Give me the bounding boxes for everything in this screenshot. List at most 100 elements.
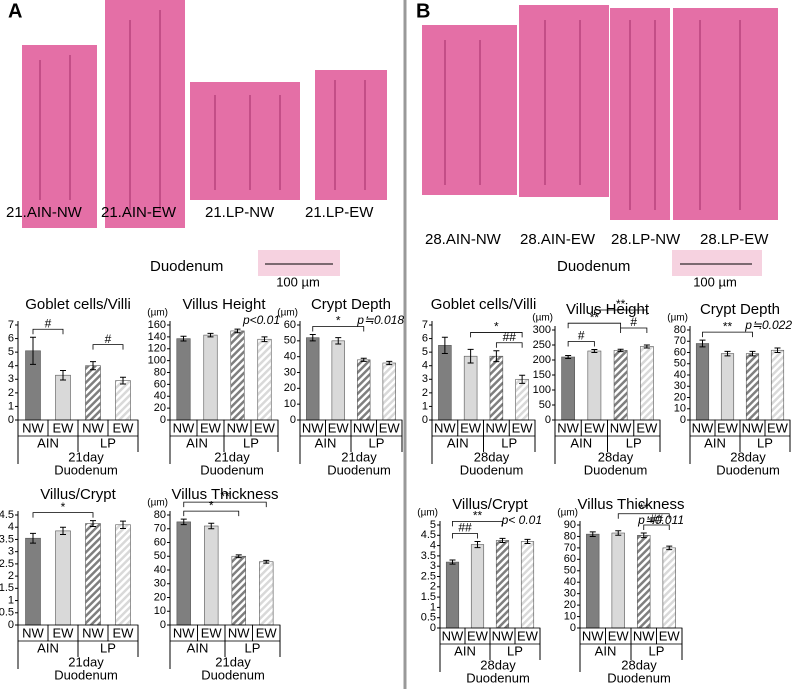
micrograph	[422, 25, 517, 195]
bar	[720, 353, 735, 421]
x-tick-label: EW	[53, 625, 75, 640]
section-label: Duodenum	[557, 258, 630, 275]
y-tick-label: 4	[8, 360, 14, 372]
y-tick-label: 0	[290, 414, 296, 426]
bar	[770, 349, 785, 421]
bar	[640, 346, 654, 421]
x-tick-label: EW	[608, 628, 630, 643]
y-tick-label: 40	[564, 576, 576, 588]
y-tick-label: 20	[284, 382, 296, 394]
x-tick-label: EW	[584, 420, 606, 435]
error-bar	[617, 348, 624, 353]
significance-mark: **	[639, 501, 649, 515]
micrograph	[519, 5, 609, 197]
group-label: LP	[757, 435, 773, 450]
bar	[520, 541, 535, 629]
x-tick-label: NW	[742, 420, 764, 435]
x-axis-label: 28day	[474, 449, 510, 464]
micrograph	[315, 70, 387, 200]
x-axis-label: 28day	[480, 657, 516, 672]
y-tick-label: 0.5	[0, 607, 14, 619]
note: p<0.01	[242, 313, 280, 327]
significance-mark: ##	[503, 330, 517, 344]
group-label: AIN	[704, 435, 726, 450]
y-tick-label: 50	[154, 550, 166, 562]
significance-mark: **	[473, 509, 483, 523]
error-bar	[120, 520, 126, 529]
image-label: 21.LP-NW	[205, 204, 275, 221]
significance-bracket	[92, 344, 124, 350]
image-label: 28.AIN-EW	[520, 231, 596, 248]
y-tick-label: 1.5	[0, 582, 14, 594]
significance-bracket	[32, 512, 94, 518]
y-tick-label: 40	[674, 369, 686, 381]
error-bar	[591, 349, 598, 353]
x-tick-label: NW	[633, 628, 655, 643]
y-tick-label: 30	[284, 366, 296, 378]
error-bar	[120, 376, 126, 385]
y-tick-label: 0	[160, 414, 166, 426]
error-bar	[774, 347, 781, 353]
y-tick-label: 70	[564, 542, 576, 554]
bar	[695, 343, 710, 421]
y-tick-label: 5	[422, 346, 428, 358]
bar	[515, 378, 529, 421]
y-tick-label: 1	[422, 400, 428, 412]
error-bar	[30, 532, 36, 544]
y-tick-label: 80	[564, 530, 576, 542]
x-axis-label: Duodenum	[200, 462, 264, 477]
y-tick-label: 40	[154, 390, 166, 402]
x-tick-label: EW	[512, 420, 534, 435]
y-tick-label: 0	[570, 622, 576, 634]
significance-mark: ##	[458, 521, 472, 535]
note: p≒0.018	[356, 313, 404, 327]
bar	[357, 359, 371, 421]
significance-bracket	[643, 524, 670, 531]
group-label: LP	[100, 435, 116, 450]
group-label: LP	[100, 640, 116, 655]
y-tick-label: 70	[154, 523, 166, 535]
bar	[85, 523, 101, 626]
significance-bracket	[32, 328, 64, 335]
x-tick-label: EW	[717, 420, 739, 435]
x-tick-label: NW	[557, 420, 579, 435]
error-bar	[180, 335, 187, 342]
y-tick-label: 20	[154, 402, 166, 414]
y-tick-label: 60	[284, 319, 296, 331]
image-label: 28.AIN-NW	[425, 231, 502, 248]
error-bar	[60, 369, 66, 381]
x-axis-label: Duodenum	[327, 462, 391, 477]
scale-bar-box	[672, 250, 762, 276]
y-tick-label: 300	[533, 324, 551, 336]
y-axis-label: (µm)	[532, 313, 553, 324]
y-axis-label: (µm)	[147, 308, 168, 319]
x-tick-label: EW	[460, 420, 482, 435]
x-tick-label: EW	[379, 420, 401, 435]
group-label: LP	[369, 435, 385, 450]
bar	[331, 340, 345, 421]
y-tick-label: 10	[284, 398, 296, 410]
bar	[55, 530, 71, 626]
x-tick-label: NW	[173, 625, 195, 640]
bar	[586, 533, 600, 629]
y-tick-label: 30	[154, 578, 166, 590]
bar	[587, 350, 602, 421]
bar	[306, 337, 320, 421]
x-tick-label: EW	[113, 420, 135, 435]
y-tick-label: 3	[422, 373, 428, 385]
error-bar	[309, 334, 316, 342]
group-label: AIN	[37, 640, 59, 655]
error-bar	[235, 554, 242, 559]
y-axis-label: (µm)	[277, 308, 298, 319]
y-tick-label: 1	[8, 594, 14, 606]
y-tick-label: 100	[533, 384, 551, 396]
y-tick-label: 160	[148, 319, 166, 331]
error-bar	[180, 518, 187, 526]
x-axis-label: Duodenum	[716, 462, 780, 477]
x-tick-label: NW	[227, 420, 249, 435]
y-tick-label: 7	[422, 319, 428, 331]
bar	[561, 356, 575, 421]
y-tick-label: 4.5	[421, 529, 436, 541]
x-axis-label: Duodenum	[466, 670, 530, 685]
bar	[115, 524, 131, 626]
